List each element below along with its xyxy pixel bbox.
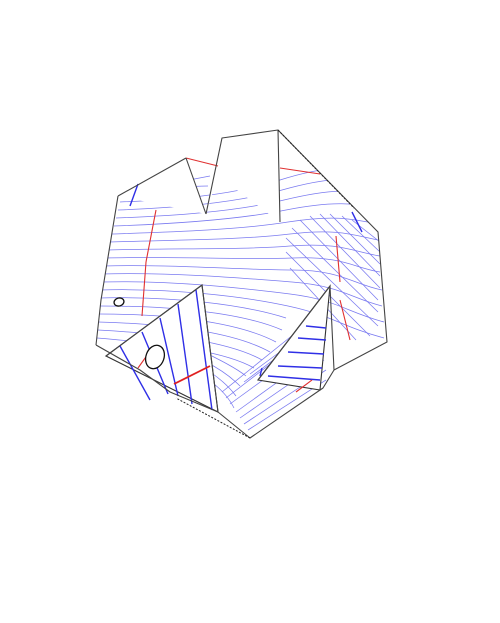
cut-lines	[141, 157, 351, 341]
top-notch	[118, 130, 280, 222]
contour-lines-right-panel	[285, 213, 381, 341]
holes	[113, 297, 166, 370]
triangle-flap-right	[257, 284, 331, 393]
sheet-outline	[95, 129, 388, 439]
fold-lines	[129, 183, 363, 377]
hole-small	[113, 297, 125, 307]
hole-large	[144, 344, 166, 370]
